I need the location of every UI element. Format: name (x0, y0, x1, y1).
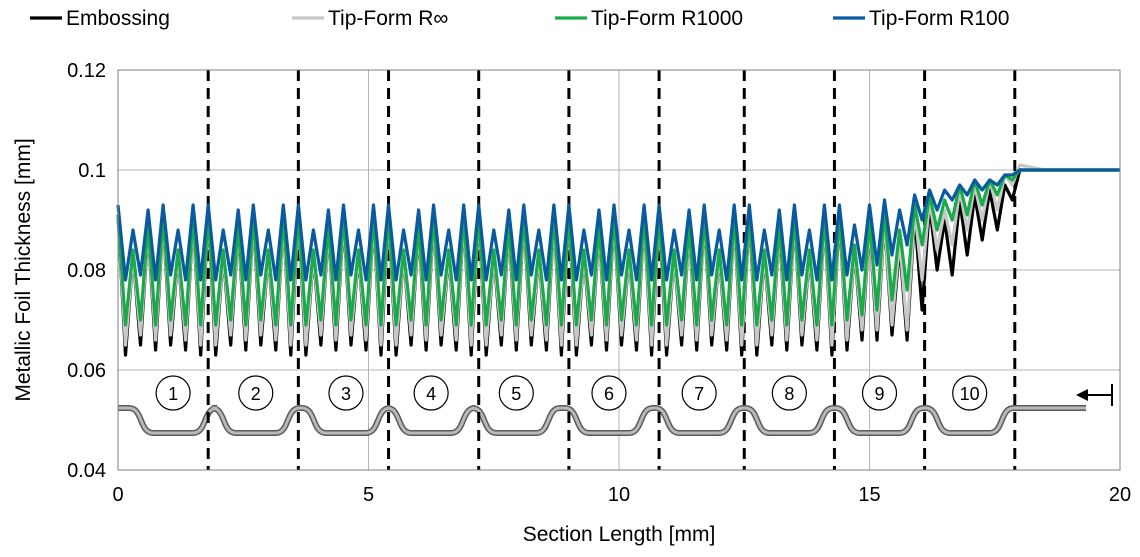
section-label-4: 4 (413, 375, 449, 411)
series-line-2 (116, 168, 1120, 327)
section-label-circle (861, 375, 898, 411)
section-label-circle (413, 375, 449, 411)
section-label-text: 5 (511, 384, 521, 404)
arrow-head (1076, 389, 1088, 401)
section-label-circle (681, 375, 717, 411)
section-label-1: 1 (155, 375, 191, 411)
legend-item-2: Tip-Form R1000 (555, 7, 743, 30)
section-label-2: 2 (238, 375, 274, 411)
y-tick-label: 0.06 (67, 360, 106, 382)
legend: Embossing Tip-Form R∞ Tip-Form R1000 Tip-Fo… (30, 7, 1009, 30)
y-tick-label: 0.12 (67, 60, 106, 82)
legend-item-1: Tip-Form R∞ (292, 7, 448, 30)
section-label-10: 10 (952, 375, 988, 411)
series-lines (116, 163, 1120, 357)
legend-item-3: Tip-Form R100 (833, 7, 1009, 30)
section-label-circle (498, 375, 534, 411)
section-label-text: 4 (426, 384, 436, 404)
legend-label: Tip-Form R∞ (328, 7, 448, 30)
section-label-circle (952, 375, 988, 411)
x-tick-label: 15 (858, 484, 880, 506)
section-label-8: 8 (771, 375, 807, 411)
section-label-circle (328, 375, 364, 411)
y-tick-label: 0.04 (67, 460, 106, 482)
section-label-text: 1 (168, 384, 178, 404)
section-label-text: 8 (784, 384, 794, 404)
x-tick-label: 0 (112, 484, 123, 506)
section-label-5: 5 (498, 375, 534, 411)
y-tick-label: 0.08 (67, 260, 106, 282)
x-tick-label: 20 (1109, 484, 1131, 506)
section-label-circle (591, 375, 627, 411)
y-tick-label: 0.1 (78, 160, 106, 182)
section-label-text: 7 (694, 384, 704, 404)
legend-label: Tip-Form R100 (869, 7, 1009, 30)
section-label-text: 3 (341, 384, 351, 404)
section-labels: 1 2 3 4 5 6 7 8 9 10 (155, 375, 988, 411)
plot-border (117, 69, 1121, 471)
tick-labels: 0.040.060.080.10.120 5 10 15 20 (67, 60, 1131, 506)
section-label-circle (238, 375, 274, 411)
y-axis-title: Metallic Foil Thickness [mm] (12, 138, 35, 401)
section-label-6: 6 (591, 375, 627, 411)
section-label-text: 6 (604, 384, 614, 404)
legend-label: Tip-Form R1000 (591, 7, 743, 30)
series-line-3 (116, 168, 1120, 282)
section-label-text: 9 (875, 384, 885, 404)
foil-profile-schematic (118, 405, 1086, 436)
x-tick-label: 5 (363, 484, 374, 506)
legend-label: Embossing (66, 7, 170, 30)
section-label-circle (771, 375, 807, 411)
legend-item-0: Embossing (30, 7, 170, 30)
section-label-9: 9 (861, 375, 898, 411)
x-tick-label: 10 (608, 484, 630, 506)
direction-arrow (1076, 384, 1113, 406)
section-label-circle (155, 375, 191, 411)
foil-profile-fill (118, 406, 1086, 435)
section-label-text: 2 (251, 384, 261, 404)
section-label-text: 10 (960, 384, 980, 404)
x-axis-title: Section Length [mm] (523, 523, 716, 546)
section-label-7: 7 (681, 375, 717, 411)
section-label-3: 3 (328, 375, 364, 411)
